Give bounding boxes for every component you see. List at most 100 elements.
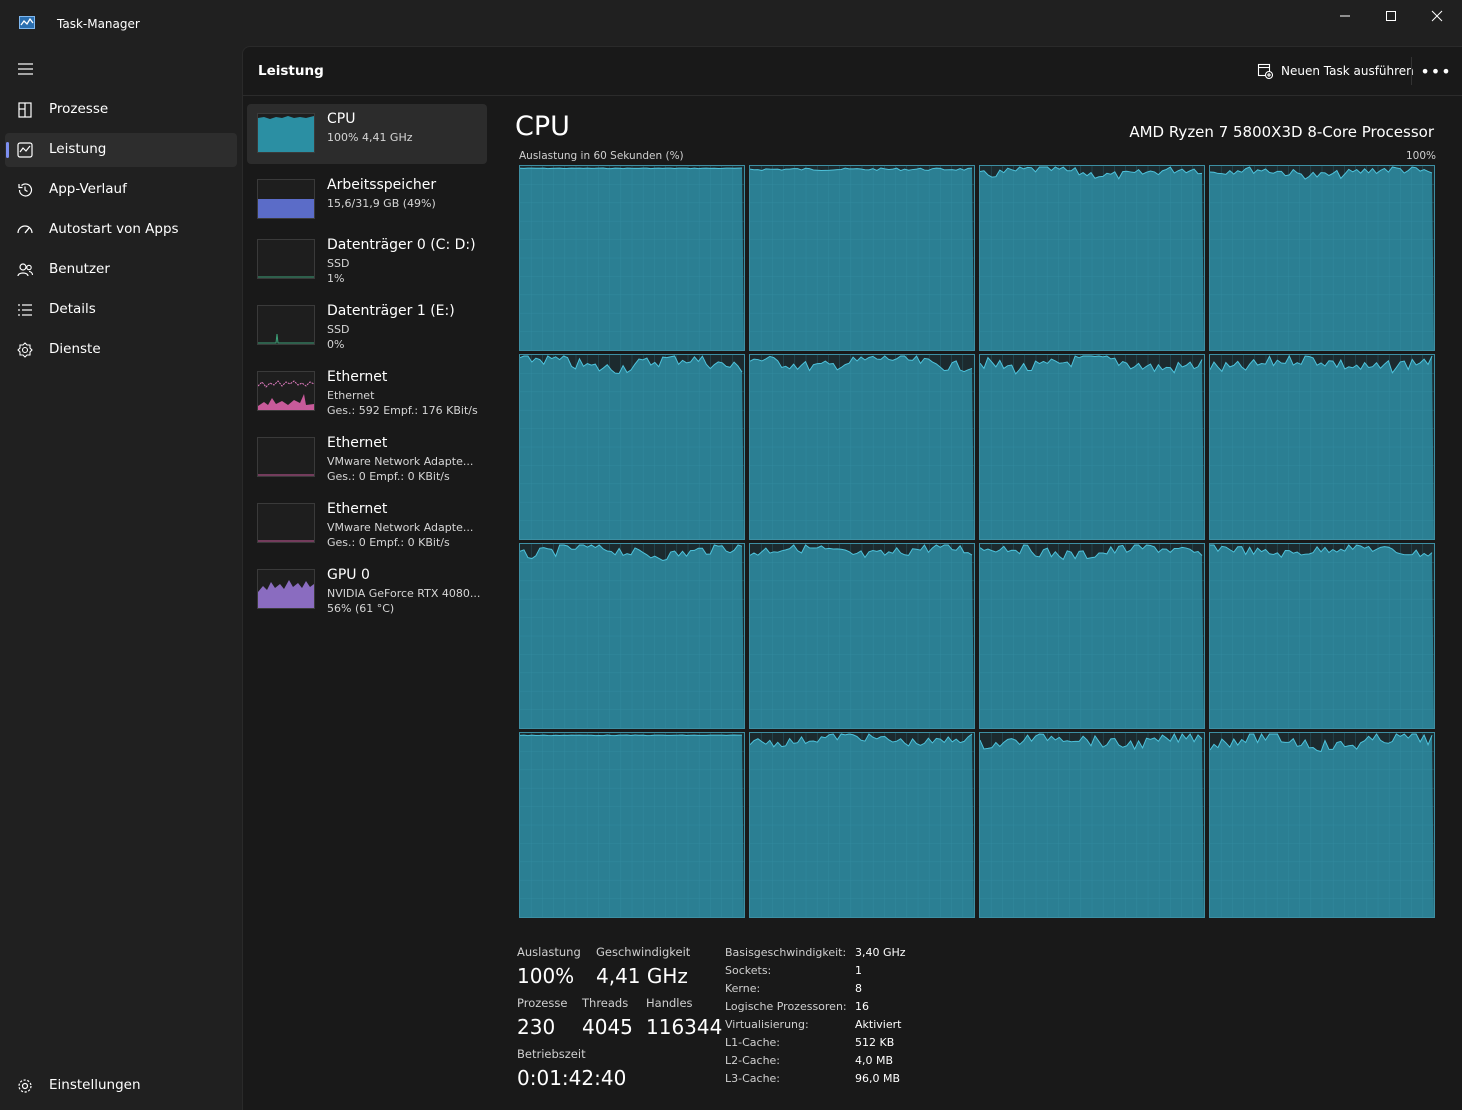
utilization-area — [1210, 355, 1434, 539]
handles-label: Handles — [646, 996, 693, 1010]
nav-item-app-verlauf[interactable]: App-Verlauf — [5, 173, 237, 207]
logical-processor-graph — [979, 732, 1205, 918]
cpu-core-graph-grid — [519, 165, 1435, 919]
main-content: Leistung Neuen Task ausführen ••• CPU 10… — [242, 46, 1462, 1110]
resource-name: Ethernet — [327, 369, 388, 385]
window-title: Task-Manager — [57, 17, 140, 31]
info-key: L3-Cache: — [725, 1072, 781, 1085]
resource-detail: VMware Network Adapte... — [327, 455, 474, 468]
resource-thumb — [257, 503, 315, 543]
logical-processor-graph — [1209, 354, 1435, 540]
gpu-thumb-graph — [258, 580, 314, 608]
title-bar: Task-Manager — [0, 0, 1462, 46]
logical-processor-graph — [979, 354, 1205, 540]
nav-item-einstellungen[interactable]: Einstellungen — [5, 1069, 237, 1103]
info-value: 3,40 GHz — [855, 946, 906, 959]
maximize-icon — [1386, 11, 1396, 21]
resource-detail: Ges.: 0 Empf.: 0 KBit/s — [327, 470, 450, 483]
processes-label: Prozesse — [517, 996, 568, 1010]
info-key: L2-Cache: — [725, 1054, 781, 1067]
maximize-button[interactable] — [1368, 0, 1414, 32]
info-key: Basisgeschwindigkeit: — [725, 946, 847, 959]
speed-label: Geschwindigkeit — [596, 945, 691, 959]
threads-label: Threads — [582, 996, 629, 1010]
nav-item-autostart[interactable]: Autostart von Apps — [5, 213, 237, 247]
resource-ethernet-3[interactable]: Ethernet VMware Network Adapte... Ges.: … — [247, 494, 487, 554]
utilization-area — [520, 544, 744, 728]
logical-processor-graph — [749, 543, 975, 729]
utilization-area — [1210, 544, 1434, 728]
resource-ethernet-1[interactable]: Ethernet Ethernet Ges.: 592 Empf.: 176 K… — [247, 362, 487, 422]
resource-detail: Ges.: 0 Empf.: 0 KBit/s — [327, 536, 450, 549]
header-separator — [1411, 57, 1412, 85]
logical-processor-graph — [749, 165, 975, 351]
disk1-thumb-graph — [258, 333, 314, 344]
resource-detail: 15,6/31,9 GB (49%) — [327, 197, 436, 210]
utilization-label: Auslastung — [517, 945, 581, 959]
utilization-area — [750, 544, 974, 728]
info-value: 512 KB — [855, 1036, 895, 1049]
nav-item-benutzer[interactable]: Benutzer — [5, 253, 237, 287]
resource-detail: NVIDIA GeForce RTX 4080... — [327, 587, 481, 600]
resource-gpu-0[interactable]: GPU 0 NVIDIA GeForce RTX 4080... 56% (61… — [247, 560, 487, 620]
new-task-button[interactable]: Neuen Task ausführen — [1251, 56, 1422, 86]
logical-processor-graph — [1209, 732, 1435, 918]
processes-icon — [18, 102, 32, 118]
services-icon — [17, 342, 33, 358]
cpu-thumb-graph — [258, 116, 314, 152]
minimize-button[interactable] — [1322, 0, 1368, 32]
utilization-value: 100% — [517, 964, 575, 988]
startup-icon — [17, 225, 33, 234]
logical-processor-graph — [1209, 543, 1435, 729]
resource-ethernet-2[interactable]: Ethernet VMware Network Adapte... Ges.: … — [247, 428, 487, 488]
processes-value: 230 — [517, 1015, 556, 1039]
resource-disk-1[interactable]: Datenträger 1 (E:) SSD 0% — [247, 296, 487, 356]
utilization-area — [520, 733, 744, 917]
nav-item-details[interactable]: Details — [5, 293, 237, 327]
resource-detail: 0% — [327, 338, 345, 351]
resource-name: Datenträger 0 (C: D:) — [327, 237, 476, 253]
cpu-model-name: AMD Ryzen 7 5800X3D 8-Core Processor — [1129, 123, 1434, 141]
logical-processor-graph — [519, 165, 745, 351]
utilization-area — [980, 355, 1204, 539]
info-value: Aktiviert — [855, 1018, 902, 1031]
graph-max-label: 100% — [1405, 150, 1436, 162]
performance-icon — [17, 142, 33, 158]
nav-item-prozesse[interactable]: Prozesse — [5, 93, 237, 127]
utilization-area — [980, 544, 1204, 728]
utilization-area — [980, 733, 1204, 917]
logical-processor-graph — [979, 165, 1205, 351]
utilization-area — [750, 355, 974, 539]
logical-processor-graph — [979, 543, 1205, 729]
nav-item-leistung[interactable]: Leistung — [5, 133, 237, 167]
nav-label: App-Verlauf — [49, 181, 127, 197]
minimize-icon — [1340, 15, 1350, 17]
info-key: Sockets: — [725, 964, 772, 977]
nav-item-dienste[interactable]: Dienste — [5, 333, 237, 367]
memory-thumb-graph — [258, 199, 314, 218]
task-manager-app-icon — [19, 16, 35, 29]
resource-thumb — [257, 569, 315, 609]
utilization-area — [980, 166, 1204, 350]
info-value: 4,0 MB — [855, 1054, 894, 1067]
utilization-area — [750, 733, 974, 917]
resource-memory[interactable]: Arbeitsspeicher 15,6/31,9 GB (49%) — [247, 170, 487, 230]
resource-cpu[interactable]: CPU 100% 4,41 GHz — [247, 104, 487, 164]
resource-detail: SSD — [327, 323, 350, 336]
users-icon — [17, 263, 34, 277]
utilization-area — [1210, 733, 1434, 917]
details-icon — [18, 304, 32, 316]
more-options-button[interactable]: ••• — [1420, 59, 1451, 83]
logical-processor-graph — [519, 543, 745, 729]
nav-label: Details — [49, 301, 96, 317]
uptime-label: Betriebszeit — [517, 1047, 586, 1061]
sidebar: Prozesse Leistung App-Verlauf Autostart … — [0, 46, 242, 1110]
nav-label: Leistung — [49, 141, 107, 157]
utilization-area — [520, 166, 744, 350]
hamburger-menu-icon[interactable] — [14, 60, 38, 78]
resource-disk-0[interactable]: Datenträger 0 (C: D:) SSD 1% — [247, 230, 487, 290]
close-button[interactable] — [1414, 0, 1460, 32]
resource-thumb — [257, 113, 315, 153]
cpu-detail-title: CPU — [515, 111, 570, 142]
uptime-value: 0:01:42:40 — [517, 1066, 627, 1090]
